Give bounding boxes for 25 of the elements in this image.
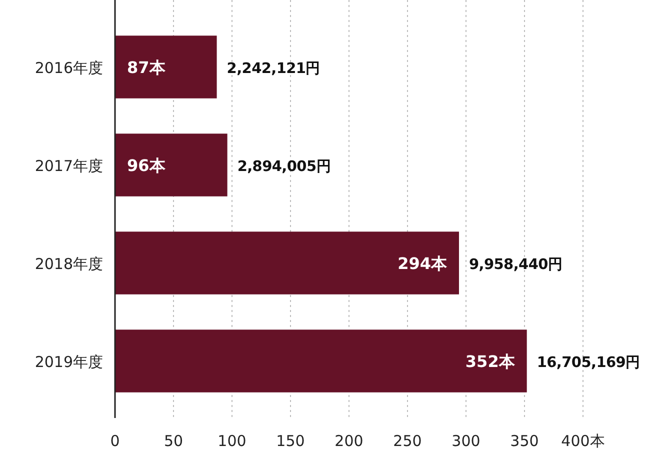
data-label: 352本 [465, 352, 516, 371]
y-tick-label: 2016年度 [34, 59, 103, 77]
x-tick-label: 300 [452, 432, 480, 450]
x-tick-label: 0 [110, 432, 120, 450]
x-tick-label: 400本 [561, 432, 605, 450]
data-label: 294本 [398, 254, 448, 273]
x-tick-label: 100 [218, 432, 246, 450]
data-label: 87本 [127, 58, 166, 77]
annotation: 2,242,121円 [226, 61, 320, 77]
data-label: 96本 [127, 156, 166, 175]
annotation: 9,958,440円 [468, 257, 563, 273]
y-tick-label: 2018年度 [34, 255, 103, 273]
x-tick-label: 150 [276, 432, 305, 450]
x-tick-label: 350 [510, 432, 539, 450]
x-tick-label: 250 [393, 432, 422, 450]
annotation: 16,705,169円 [536, 355, 640, 371]
x-tick-label: 200 [334, 432, 364, 450]
bar [115, 134, 228, 196]
x-tick-label: 50 [164, 432, 184, 450]
bar [115, 330, 527, 392]
bar [115, 232, 459, 294]
annotation: 2,894,005円 [237, 159, 331, 175]
y-tick-label: 2019年度 [34, 353, 103, 371]
y-tick-label: 2017年度 [34, 157, 103, 175]
bar [115, 36, 217, 98]
